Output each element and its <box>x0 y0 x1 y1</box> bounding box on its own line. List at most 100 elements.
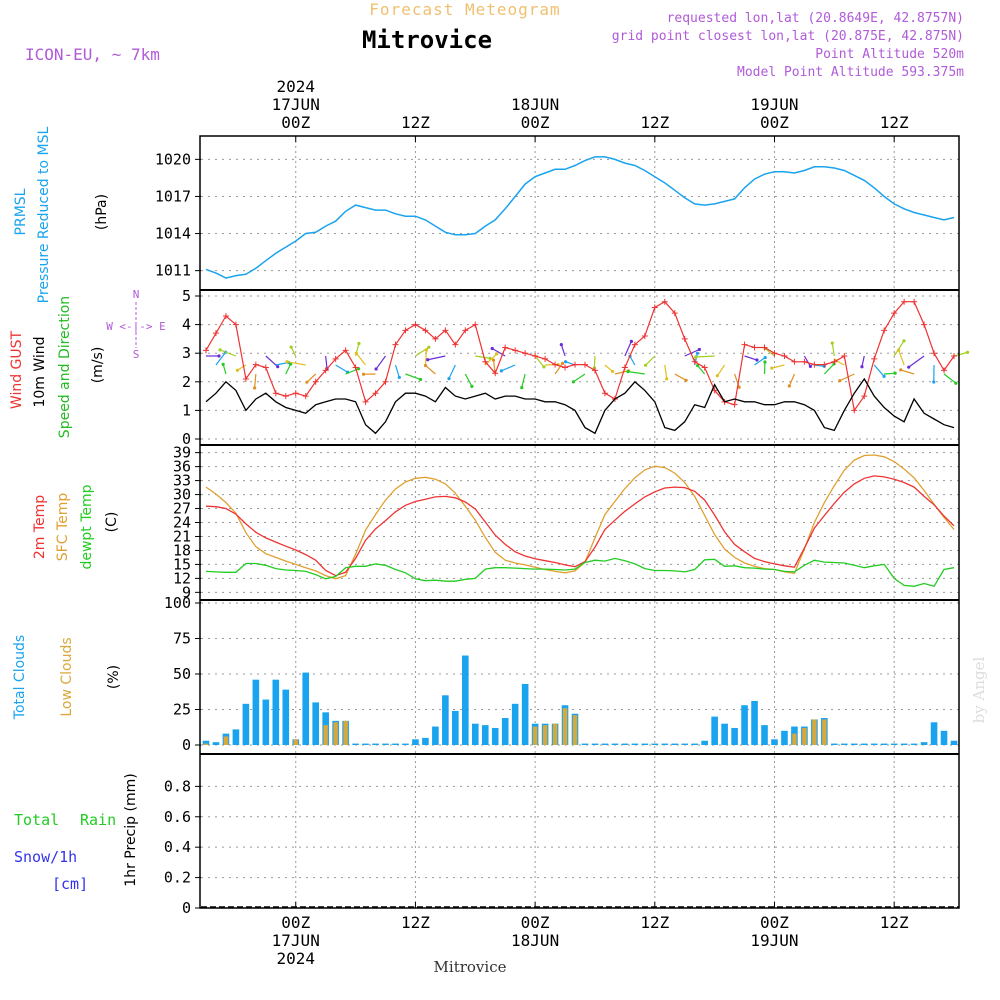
gust-marker <box>591 367 598 374</box>
y-tick-label: 25 <box>173 701 191 719</box>
total-cloud-bar <box>432 726 439 745</box>
gust-marker <box>581 361 588 368</box>
gust-marker <box>731 401 738 408</box>
wind-arrow <box>900 369 915 375</box>
gust-marker <box>462 327 469 334</box>
precip-unit: 1hr Precip (mm) <box>123 773 139 886</box>
gust-marker <box>262 364 269 371</box>
gust-marker <box>671 310 678 317</box>
y-tick-label: 5 <box>182 287 191 305</box>
wind-arrow <box>861 355 865 367</box>
precip-label-rain: Rain <box>80 811 116 829</box>
pressure-unit: (hPa) <box>94 194 110 230</box>
clouds-unit: (%) <box>106 665 122 689</box>
total-cloud-bar <box>232 729 240 745</box>
wind-label-gust: Wind GUST <box>9 330 25 409</box>
total-cloud-bar <box>252 679 260 745</box>
y-tick-label: 50 <box>173 665 191 683</box>
time-label-top: 18JUN <box>511 95 559 114</box>
y-tick-label: 15 <box>173 555 191 573</box>
pressure-label-desc: Pressure Reduced to MSL <box>36 126 52 303</box>
total-cloud-bar <box>422 737 429 745</box>
wind-arrow <box>286 361 306 366</box>
gust-marker <box>761 344 768 351</box>
low-cloud-bar <box>822 719 827 745</box>
total-cloud-bar <box>681 743 689 745</box>
total-cloud-bar <box>721 723 728 745</box>
wind-arrow <box>908 355 925 368</box>
wind-arrow-head <box>787 384 791 388</box>
wind-arrow <box>475 355 491 359</box>
total-cloud-bar <box>242 703 250 745</box>
gust-marker <box>312 378 319 385</box>
total-cloud-bar <box>930 722 938 745</box>
temp-label-sfc: SFC Temp <box>55 493 71 562</box>
time-label-bottom: 18JUN <box>511 931 559 950</box>
gust-marker <box>871 355 878 362</box>
gust-marker <box>811 361 818 368</box>
gust-marker <box>422 327 429 334</box>
time-label-top: 17JUN <box>272 95 320 114</box>
wind-arrow-head <box>684 378 688 382</box>
gust-marker <box>352 364 359 371</box>
gust-marker <box>552 361 559 368</box>
wind-arrow <box>254 373 257 388</box>
total-cloud-bar <box>860 743 868 745</box>
wind-arrow <box>624 341 632 357</box>
forecast-label: Forecast Meteogram <box>369 0 560 19</box>
wind-arrow <box>425 365 436 375</box>
wind-arrow <box>285 363 292 375</box>
gust-line <box>205 300 955 412</box>
gust-marker <box>472 321 479 328</box>
wind-arrow-head <box>715 374 719 378</box>
pressure-line <box>205 156 955 279</box>
credit-watermark: by Angel <box>970 656 988 723</box>
wind-arrow-head <box>965 350 970 354</box>
time-label-bottom: 00Z <box>281 913 310 932</box>
wind-arrow-head <box>755 358 759 362</box>
total-cloud-bar <box>890 743 898 745</box>
gust-marker <box>641 333 648 340</box>
gust-marker <box>302 393 309 400</box>
wind-unit: (m/s) <box>90 347 106 384</box>
gust-marker <box>542 355 549 362</box>
wind-arrow <box>394 364 400 378</box>
low-cloud-bar <box>333 722 338 745</box>
gust-marker <box>532 353 539 360</box>
wind-arrow-head <box>644 363 648 367</box>
temp-label-2m: 2m Temp <box>32 495 48 559</box>
total-cloud-bar <box>481 725 489 745</box>
wind-arrow <box>290 346 297 357</box>
wind-arrow <box>215 351 227 366</box>
total-cloud-bar <box>392 743 399 745</box>
wind-arrow-head <box>289 345 293 349</box>
total-cloud-bar <box>382 743 389 745</box>
y-tick-label: 39 <box>173 444 191 462</box>
y-tick-label: 0.2 <box>164 869 191 887</box>
low-cloud-bar <box>562 708 568 745</box>
wind-arrow <box>424 349 428 366</box>
gust-marker <box>372 390 379 397</box>
total-cloud-bar <box>621 743 629 745</box>
gust-marker <box>911 298 918 305</box>
temp-label-dewpt: dewpt Temp <box>79 484 95 569</box>
total-cloud-bar <box>711 716 718 745</box>
gust-marker <box>701 364 708 371</box>
wind-arrow-head <box>424 348 429 352</box>
gust-marker <box>402 327 409 334</box>
wind-arrow-head <box>770 366 774 370</box>
wind-arrow <box>335 364 348 373</box>
wind-arrow <box>831 343 835 357</box>
wind-arrow <box>873 364 885 377</box>
axis-labels: 1011101410171020012345912151821242730333… <box>155 77 909 968</box>
wind-arrow-head <box>357 341 361 346</box>
total-cloud-bar <box>412 739 419 745</box>
wind-arrow <box>464 373 473 387</box>
gust-marker <box>222 313 229 320</box>
gust-marker <box>252 361 259 368</box>
wind-arrow-head <box>542 365 546 369</box>
model-label: ICON-EU, ~ 7km <box>25 45 160 64</box>
gust-marker <box>322 367 329 374</box>
gust-marker <box>272 390 279 397</box>
wind-label-10m: 10m Wind <box>32 336 48 407</box>
